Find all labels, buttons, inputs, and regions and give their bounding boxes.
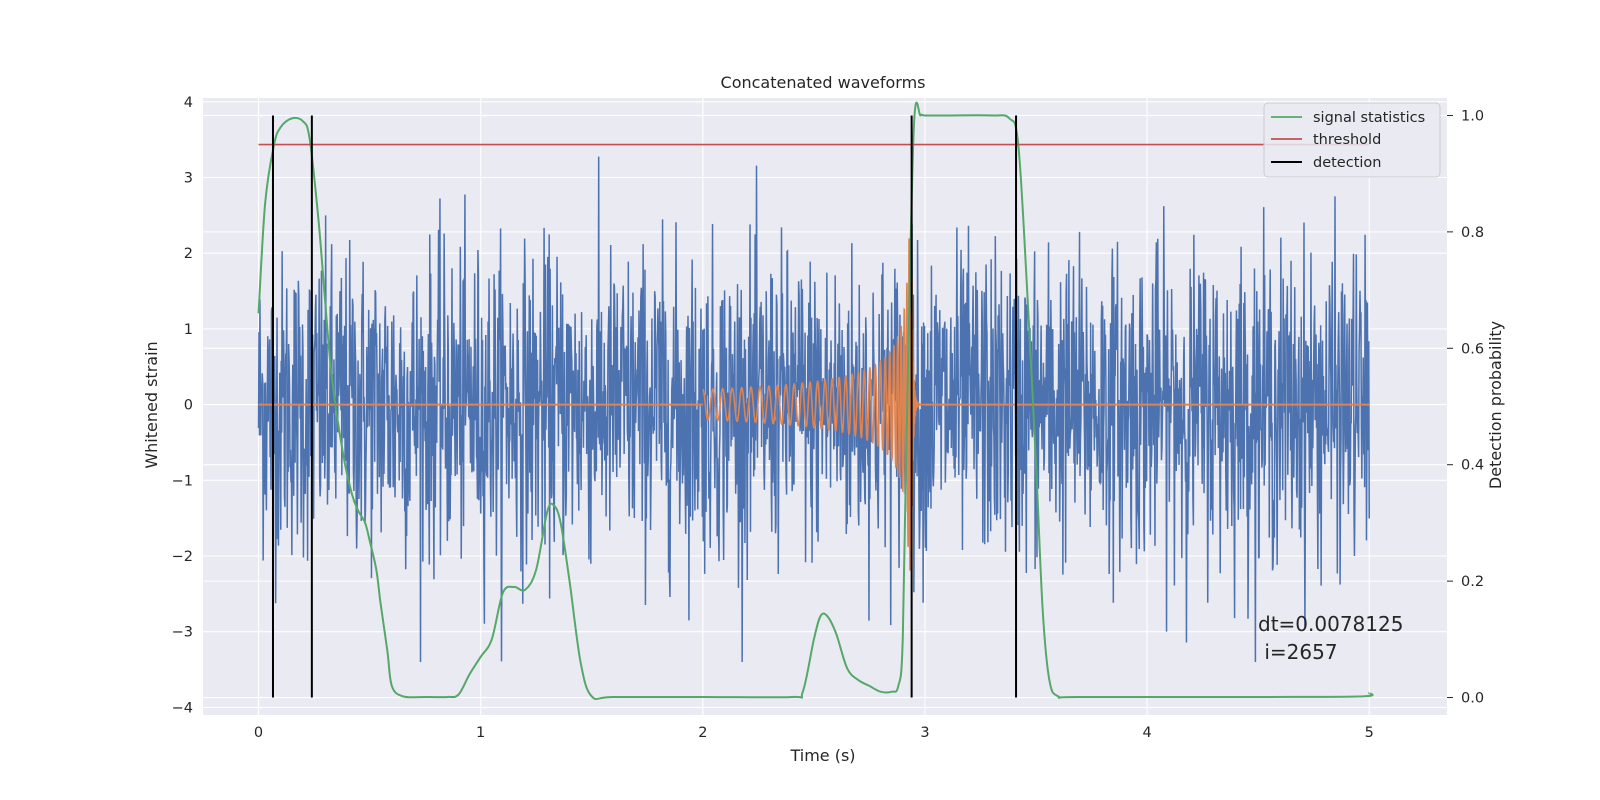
x-tick-label: 2 bbox=[698, 725, 707, 741]
y2-tick-label: 0.6 bbox=[1461, 341, 1484, 357]
signal-statistics-line bbox=[257, 101, 1374, 701]
legend: signal statistics threshold detection bbox=[1263, 102, 1441, 178]
x-tick-label: 3 bbox=[920, 725, 929, 741]
y-tick-label: 0 bbox=[184, 398, 193, 414]
chirp-series bbox=[258, 238, 1370, 572]
chart-title: Concatenated waveforms bbox=[721, 73, 926, 92]
y2-axis-label: Detection probability bbox=[1486, 321, 1505, 489]
legend-label-detection: detection bbox=[1313, 155, 1381, 171]
y2-tick-label: 0.8 bbox=[1461, 225, 1484, 241]
x-tick-label: 4 bbox=[1142, 725, 1151, 741]
template-chirp bbox=[702, 238, 926, 572]
y-axis-ticks: −4 −3 −2 −1 0 1 2 3 4 bbox=[172, 95, 193, 717]
y-tick-label: −2 bbox=[172, 549, 193, 565]
strain-series bbox=[257, 156, 1370, 663]
x-tick-label: 1 bbox=[476, 725, 485, 741]
y-tick-label: 4 bbox=[184, 95, 193, 111]
y2-tick-label: 0.2 bbox=[1461, 574, 1484, 590]
y-tick-label: 1 bbox=[184, 322, 193, 338]
x-tick-label: 0 bbox=[254, 725, 263, 741]
x-tick-label: 5 bbox=[1365, 725, 1374, 741]
y-axis-label: Whitened strain bbox=[142, 341, 161, 468]
y-tick-label: 2 bbox=[184, 246, 193, 262]
y-tick-label: −1 bbox=[172, 473, 193, 489]
annotation-i: i=2657 bbox=[1258, 640, 1338, 664]
y-tick-label: −3 bbox=[172, 625, 193, 641]
y2-axis-ticks: 0.0 0.2 0.4 0.6 0.8 1.0 bbox=[1447, 108, 1484, 707]
y2-tick-label: 0.0 bbox=[1461, 691, 1484, 707]
y-tick-label: −4 bbox=[172, 700, 193, 716]
legend-box bbox=[1263, 102, 1441, 178]
strain-line bbox=[257, 156, 1370, 663]
y2-tick-label: 1.0 bbox=[1461, 108, 1484, 124]
legend-label-threshold: threshold bbox=[1313, 132, 1381, 148]
y2-tick-label: 0.4 bbox=[1461, 458, 1484, 474]
detection-series bbox=[271, 115, 1018, 698]
legend-label-signal: signal statistics bbox=[1313, 110, 1425, 126]
x-axis-ticks: 0 1 2 3 4 5 bbox=[254, 725, 1374, 741]
y-tick-label: 3 bbox=[184, 170, 193, 186]
signal-statistics-series bbox=[257, 101, 1374, 701]
x-axis-label: Time (s) bbox=[789, 746, 855, 765]
annotation-dt: dt=0.0078125 bbox=[1258, 612, 1403, 636]
